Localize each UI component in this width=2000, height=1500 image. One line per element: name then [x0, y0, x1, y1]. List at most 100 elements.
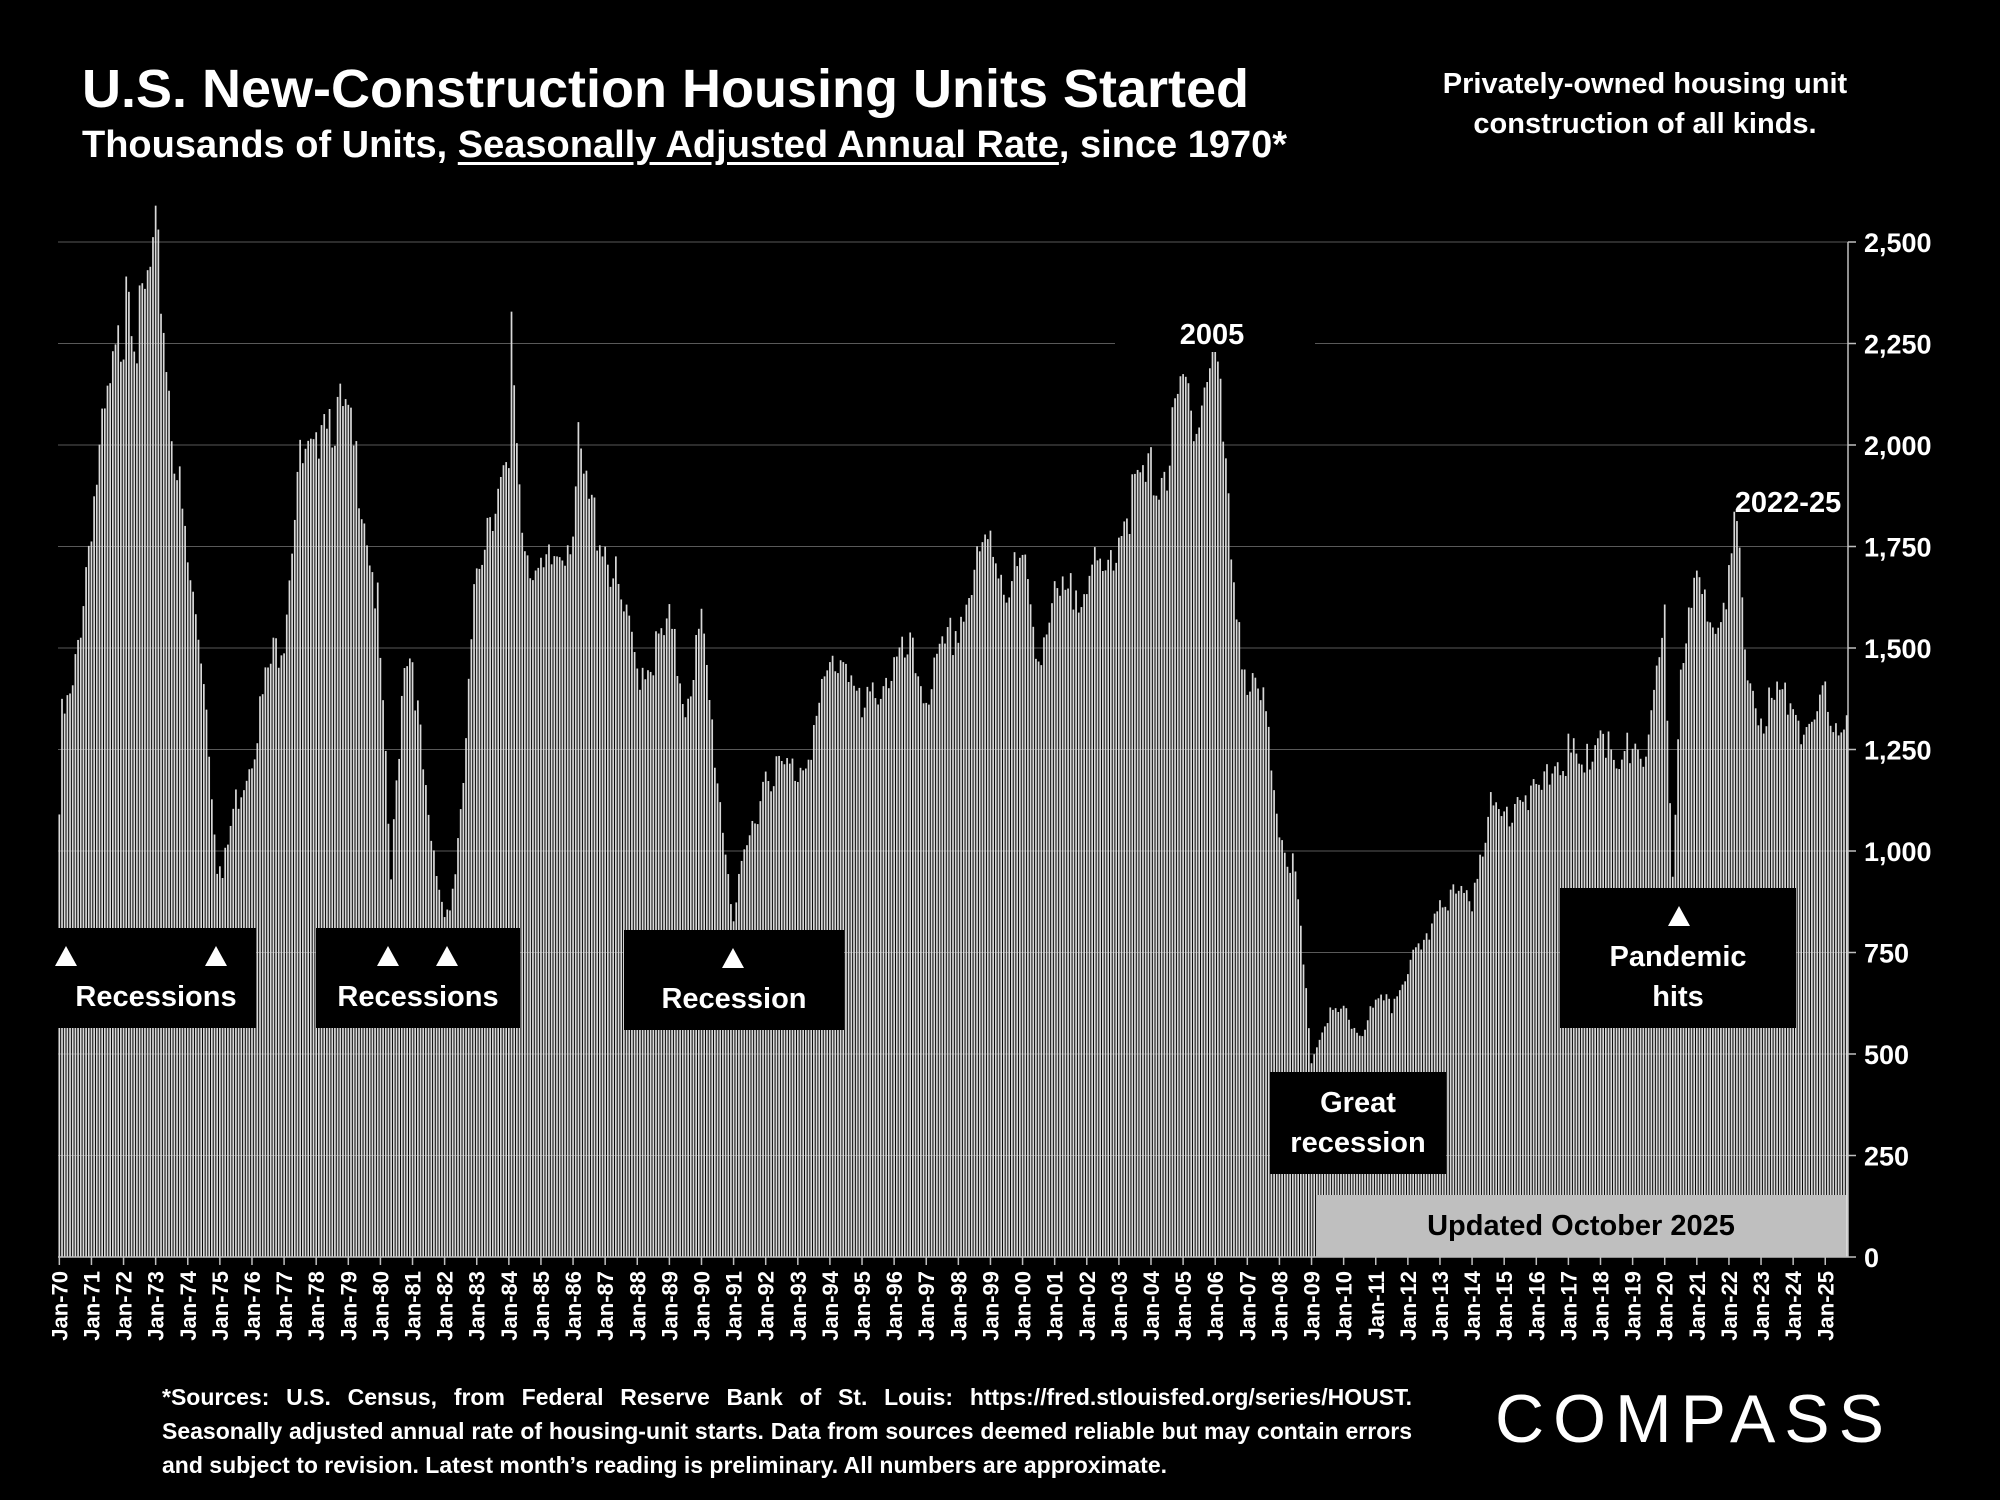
bar [507, 468, 510, 1257]
bar [898, 647, 901, 1257]
bar [449, 910, 451, 1257]
bar [1040, 665, 1043, 1257]
bar [1021, 554, 1024, 1257]
bar [1230, 559, 1233, 1257]
bar [1198, 427, 1201, 1258]
bar [1840, 732, 1843, 1257]
x-tick-label: Jan-82 [433, 1271, 458, 1341]
bar [441, 901, 443, 1257]
bar [1257, 688, 1259, 1257]
bar [1481, 856, 1484, 1257]
bar [475, 568, 478, 1257]
bar [518, 484, 521, 1258]
bar [1027, 579, 1029, 1257]
bar [1535, 784, 1538, 1257]
bar [1088, 575, 1091, 1257]
bar [1669, 803, 1671, 1257]
bar [1101, 570, 1104, 1257]
bar [1163, 471, 1166, 1257]
bar [93, 496, 95, 1257]
bar [1123, 521, 1126, 1257]
bar [1037, 661, 1040, 1257]
bar [181, 508, 184, 1257]
bar [925, 702, 928, 1257]
x-tick-label: Jan-93 [786, 1271, 811, 1341]
bar [90, 541, 93, 1257]
bar [1075, 590, 1077, 1257]
bar [1053, 581, 1056, 1257]
bar [315, 432, 318, 1257]
bar [1492, 805, 1495, 1257]
bar [1200, 405, 1203, 1257]
bar [499, 476, 502, 1258]
x-tick-label: Jan-00 [1011, 1271, 1036, 1341]
bar [144, 288, 146, 1257]
bar [227, 844, 229, 1257]
bar [981, 542, 984, 1257]
x-tick-label: Jan-74 [176, 1270, 201, 1340]
bar [1246, 694, 1249, 1257]
bar [154, 205, 157, 1257]
bar [1072, 609, 1075, 1257]
bar [344, 399, 347, 1258]
bar [184, 525, 186, 1257]
bar [328, 408, 331, 1257]
x-tick-label: Jan-76 [240, 1271, 265, 1341]
bar [347, 404, 350, 1258]
bar [1500, 816, 1503, 1257]
bar [593, 497, 596, 1257]
bar [352, 445, 355, 1258]
x-tick-label: Jan-21 [1685, 1271, 1710, 1341]
bar [1184, 376, 1187, 1257]
x-tick-label: Jan-19 [1621, 1271, 1646, 1341]
y-tick-label: 2,500 [1864, 228, 1932, 258]
bar [521, 532, 524, 1257]
recession-3-label: Recession [661, 983, 806, 1015]
bar [451, 888, 454, 1257]
bar [1011, 581, 1013, 1257]
x-tick-label: Jan-71 [79, 1271, 104, 1341]
bar [1238, 622, 1241, 1257]
bar [1816, 711, 1819, 1257]
bar [724, 854, 727, 1257]
compass-logo: COMPASS [1495, 1381, 1894, 1457]
peak-2005-bg [1115, 312, 1315, 352]
bar [1107, 559, 1110, 1257]
y-tick-label: 1,000 [1864, 837, 1932, 867]
bar [1843, 729, 1845, 1257]
bar [237, 808, 240, 1257]
bar [1267, 726, 1270, 1257]
recessions-1-label: Recessions [75, 981, 236, 1013]
bar [901, 636, 904, 1257]
bar [1538, 784, 1540, 1257]
bar [928, 704, 930, 1257]
bar [173, 473, 176, 1257]
bar [1214, 330, 1217, 1257]
bar [149, 266, 152, 1257]
bar [219, 866, 221, 1257]
great-recession-label: Great [1320, 1087, 1396, 1119]
bar [339, 383, 342, 1257]
bar [1139, 472, 1142, 1257]
bar [1800, 744, 1803, 1257]
bar [443, 917, 446, 1257]
bar [304, 448, 307, 1257]
bar [280, 655, 283, 1257]
bar [178, 466, 181, 1257]
bar [997, 578, 1000, 1257]
bar [1110, 550, 1112, 1257]
bar [976, 546, 978, 1257]
bar [863, 707, 866, 1257]
bar [1155, 495, 1158, 1258]
bar [1144, 481, 1147, 1257]
bar [1733, 511, 1736, 1257]
bar [1671, 876, 1674, 1257]
triangle-marker [205, 946, 227, 966]
bar [323, 414, 326, 1257]
bar [1827, 711, 1829, 1257]
bar [1158, 499, 1160, 1257]
bar [342, 406, 344, 1257]
x-tick-label: Jan-08 [1267, 1271, 1292, 1341]
bar [957, 642, 960, 1257]
bar [989, 530, 992, 1257]
